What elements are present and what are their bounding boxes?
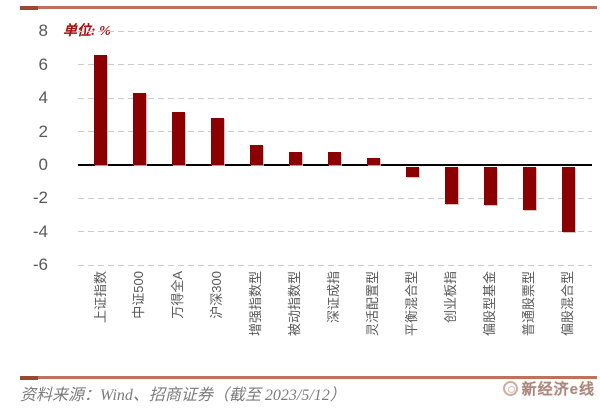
bar — [288, 151, 302, 165]
x-axis-category-label: 上证指数 — [92, 271, 108, 324]
top-accent-line — [20, 6, 597, 9]
bar — [483, 167, 497, 206]
bar — [249, 144, 263, 165]
x-axis-category-label: 被动指数型 — [287, 271, 303, 337]
y-axis-tick-label: 6 — [38, 54, 48, 74]
x-axis-category-label: 创业板指 — [443, 271, 459, 324]
source-text: 资料来源：Wind、招商证券（截至 2023/5/12） — [20, 387, 346, 404]
globe-icon — [502, 381, 518, 396]
gridline — [78, 197, 592, 199]
x-axis-category-label: 灵活配置型 — [365, 271, 381, 337]
y-axis-tick-label: 8 — [38, 21, 48, 41]
bar — [171, 111, 185, 165]
bar — [94, 54, 107, 165]
gridline — [78, 131, 592, 133]
x-axis-category-label: 中证500 — [131, 271, 147, 319]
x-axis-category-label: 偏股型基金 — [482, 271, 498, 337]
bar — [522, 167, 536, 211]
bottom-accent-line — [20, 376, 597, 379]
logo-text: 新经济e线 — [521, 381, 595, 398]
x-axis-category-label: 万得全A — [170, 271, 186, 319]
x-axis-line — [78, 164, 592, 166]
bar — [327, 151, 341, 165]
y-axis-tick-label: 4 — [38, 88, 48, 108]
bar — [132, 93, 146, 165]
bar — [366, 158, 380, 165]
bar — [444, 167, 458, 204]
x-axis-category-label: 平衡混合型 — [404, 271, 420, 337]
y-axis-tick-label: 0 — [38, 155, 48, 174]
logo: 新经济e线 — [502, 378, 595, 399]
bar — [561, 167, 575, 233]
x-axis-category-label: 普通股票型 — [521, 271, 537, 337]
gridline — [78, 64, 592, 66]
gridline — [78, 97, 592, 99]
y-axis-tick-label: -4 — [32, 221, 48, 241]
bar — [405, 167, 419, 178]
gridline — [78, 30, 592, 32]
x-axis-category-label: 沪深300 — [209, 271, 225, 319]
bottom-accent-line-dark-segment — [20, 376, 38, 380]
top-accent-line-dark-segment — [20, 6, 38, 10]
gridline — [78, 231, 592, 233]
x-axis-category-label: 深证成指 — [326, 271, 342, 324]
y-axis-tick-label: -2 — [32, 188, 48, 208]
y-axis-tick-label: -6 — [32, 255, 48, 275]
x-axis-category-label: 增强指数型 — [248, 271, 264, 337]
gridline — [78, 264, 592, 266]
y-axis-tick-label: 2 — [38, 121, 48, 141]
bar — [210, 118, 224, 165]
x-axis-category-label: 偏股混合型 — [560, 271, 576, 337]
